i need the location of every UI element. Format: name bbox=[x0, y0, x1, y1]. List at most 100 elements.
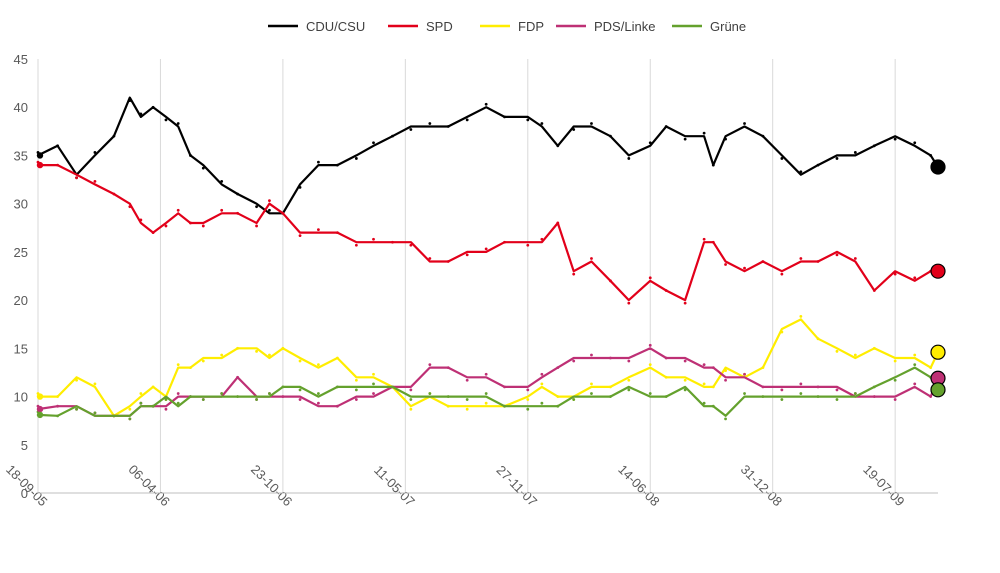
series-endpoints bbox=[36, 152, 946, 419]
x-tick-label: 31-12-08 bbox=[738, 462, 785, 509]
data-point bbox=[268, 392, 271, 395]
data-point bbox=[281, 346, 285, 350]
data-point bbox=[446, 366, 450, 370]
data-point bbox=[56, 404, 59, 408]
data-point bbox=[835, 349, 839, 353]
legend-label: PDS/Linke bbox=[594, 19, 655, 34]
data-point bbox=[151, 105, 155, 109]
data-point bbox=[872, 346, 876, 350]
data-point bbox=[835, 157, 839, 160]
data-point bbox=[702, 382, 706, 386]
data-point bbox=[372, 141, 375, 145]
data-point bbox=[556, 221, 560, 225]
data-point bbox=[189, 154, 192, 157]
data-point bbox=[590, 122, 593, 125]
data-point bbox=[354, 378, 358, 382]
data-point bbox=[648, 276, 652, 280]
series-start-marker bbox=[36, 393, 44, 400]
data-point bbox=[929, 154, 933, 157]
data-point bbox=[780, 330, 784, 334]
x-tick-label: 27-11-07 bbox=[494, 462, 541, 509]
data-point bbox=[683, 388, 687, 392]
data-point bbox=[484, 401, 488, 405]
data-point bbox=[93, 411, 97, 415]
legend-label: Grüne bbox=[710, 19, 746, 34]
data-point bbox=[428, 363, 432, 367]
data-point bbox=[56, 163, 59, 167]
data-point bbox=[128, 417, 132, 421]
y-tick-label: 45 bbox=[14, 52, 28, 67]
data-point bbox=[799, 315, 803, 318]
data-point bbox=[317, 160, 320, 164]
data-point bbox=[609, 279, 612, 283]
data-point bbox=[201, 166, 205, 170]
data-point bbox=[298, 388, 302, 392]
data-point bbox=[780, 398, 784, 401]
data-point bbox=[590, 382, 593, 386]
data-point bbox=[609, 134, 612, 138]
data-point bbox=[335, 404, 339, 408]
data-point bbox=[526, 398, 530, 401]
data-point bbox=[128, 205, 132, 209]
data-point bbox=[201, 359, 205, 363]
data-point bbox=[853, 257, 857, 260]
y-tick-label: 30 bbox=[14, 197, 28, 212]
data-point bbox=[835, 253, 839, 257]
data-point bbox=[816, 385, 820, 389]
data-point bbox=[176, 122, 180, 125]
data-point bbox=[724, 263, 727, 266]
gridlines bbox=[37, 59, 896, 493]
data-point bbox=[799, 257, 803, 260]
data-point bbox=[913, 276, 917, 280]
legend-label: FDP bbox=[518, 19, 544, 34]
y-tick-label: 40 bbox=[14, 100, 28, 115]
data-point bbox=[372, 372, 375, 376]
series-line bbox=[36, 318, 940, 417]
data-point bbox=[540, 237, 544, 241]
data-point bbox=[151, 231, 155, 235]
data-point bbox=[255, 398, 258, 401]
legend: CDU/CSU SPD FDP PDS/Linke Grüne bbox=[268, 19, 746, 34]
data-point bbox=[540, 372, 544, 376]
data-point bbox=[816, 395, 820, 398]
data-point bbox=[724, 417, 727, 421]
data-point bbox=[428, 122, 432, 125]
data-point bbox=[724, 378, 727, 382]
data-point bbox=[409, 128, 413, 131]
series-start-marker bbox=[36, 411, 44, 419]
data-point bbox=[572, 398, 576, 401]
data-point bbox=[913, 141, 917, 145]
x-tick-label: 06-04-06 bbox=[126, 462, 173, 509]
x-tick-label: 11-05-07 bbox=[371, 462, 418, 509]
series-start-marker bbox=[36, 152, 44, 159]
data-point bbox=[236, 192, 239, 196]
data-point bbox=[255, 349, 258, 353]
data-point bbox=[220, 208, 224, 212]
data-point bbox=[590, 257, 593, 260]
data-point bbox=[664, 356, 668, 360]
data-point bbox=[799, 170, 803, 174]
data-point bbox=[872, 144, 876, 148]
data-point bbox=[627, 388, 631, 392]
y-tick-label: 5 bbox=[21, 438, 28, 453]
data-point bbox=[853, 392, 857, 395]
data-point bbox=[609, 385, 612, 389]
data-point bbox=[872, 395, 876, 398]
data-point bbox=[255, 205, 258, 209]
data-point bbox=[780, 272, 784, 276]
data-point bbox=[503, 404, 506, 408]
data-point bbox=[664, 395, 668, 398]
data-point bbox=[590, 392, 593, 395]
data-point bbox=[556, 404, 560, 408]
data-point bbox=[702, 131, 706, 135]
data-point bbox=[526, 118, 530, 122]
series-start-marker bbox=[36, 405, 44, 413]
data-point bbox=[151, 404, 155, 408]
data-point bbox=[702, 401, 706, 405]
data-point bbox=[484, 392, 488, 395]
data-point bbox=[711, 404, 715, 408]
data-point bbox=[913, 382, 917, 386]
series-line bbox=[36, 96, 940, 215]
data-point bbox=[484, 247, 488, 251]
data-point bbox=[236, 346, 239, 350]
